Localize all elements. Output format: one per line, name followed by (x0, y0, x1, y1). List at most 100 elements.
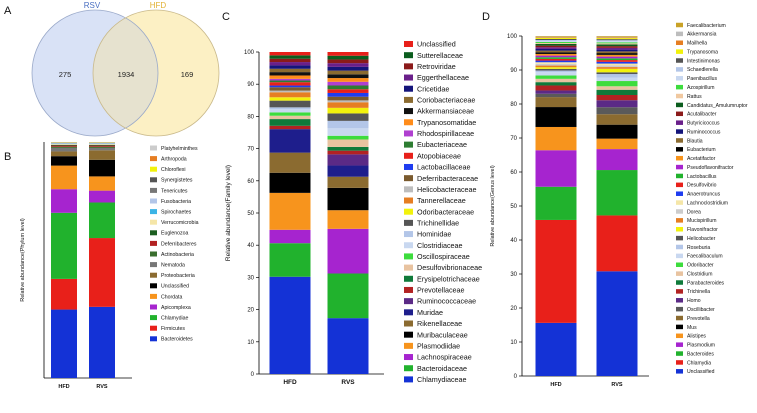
bar-segment (270, 52, 311, 55)
legend-swatch (150, 146, 157, 151)
y-tick-label: 30 (247, 275, 254, 281)
legend-label: Atopobiaceae (417, 151, 461, 160)
bar-segment (597, 41, 638, 42)
x-category-label: HFD (58, 384, 69, 390)
bar-segment (536, 39, 577, 40)
venn-count-hfd-only: 169 (181, 70, 194, 79)
bar-segment (270, 126, 311, 129)
legend-swatch (404, 119, 413, 125)
legend-label: Desulfovibrio (687, 183, 717, 189)
bar-segment (328, 113, 369, 120)
legend-swatch (676, 120, 683, 125)
legend-label: Verrucomicrobia (161, 220, 199, 226)
legend-label: Tenericutes (161, 188, 188, 194)
legend-swatch (676, 112, 683, 117)
bar-segment (270, 119, 311, 126)
legend-swatch (676, 369, 683, 374)
legend-swatch (676, 58, 683, 63)
bar-segment (328, 56, 369, 60)
bar-segment (597, 38, 638, 39)
venn-set-label-rsv: RSV (84, 1, 101, 10)
legend-label: Deferribacteres (161, 241, 197, 247)
bar-segment (51, 151, 77, 156)
legend-label: Euglenozoa (161, 231, 189, 237)
bar-segment (270, 97, 311, 100)
legend-label: Bacteroidaceae (417, 364, 467, 373)
legend-label: Prevotella (687, 316, 710, 322)
bar-segment (597, 95, 638, 100)
legend-swatch (676, 85, 683, 90)
legend-swatch (150, 209, 157, 214)
legend-swatch (676, 280, 683, 285)
bar-segment (536, 41, 577, 42)
legend-swatch (404, 253, 413, 259)
x-category-label: RVS (611, 382, 623, 388)
bar-segment (328, 229, 369, 274)
bar-segment (270, 81, 311, 83)
bar-segment (536, 61, 577, 63)
bar-segment (536, 44, 577, 46)
bar-segment (597, 60, 638, 62)
bar-segment (536, 127, 577, 150)
bar-segment (536, 64, 577, 66)
bar-segment (89, 144, 115, 145)
legend-swatch (404, 130, 413, 136)
bar-segment (536, 82, 577, 85)
bar-segment (536, 37, 577, 38)
legend-label: Synergistetes (161, 178, 193, 184)
venn-count-rsv-only: 275 (59, 70, 72, 79)
bar-segment (328, 102, 369, 108)
legend-swatch (404, 332, 413, 338)
legend-swatch (404, 198, 413, 204)
legend-label: Bacteroidetes (161, 337, 193, 343)
bar-segment (597, 86, 638, 89)
legend-swatch (150, 305, 157, 310)
bar-segment (328, 71, 369, 75)
bar-segment (328, 139, 369, 146)
legend-label: Cricetidae (417, 84, 449, 93)
bar-segment (536, 42, 577, 43)
legend-swatch (676, 236, 683, 241)
legend-label: Trypanosoma (687, 49, 718, 55)
legend-label: Dorea (687, 209, 701, 215)
legend-label: Mus (687, 325, 697, 331)
bar-segment (536, 79, 577, 82)
bar-segment (328, 273, 369, 318)
bar-segment (536, 94, 577, 97)
legend-label: Lachnospiraceae (417, 353, 472, 362)
bar-segment (270, 101, 311, 108)
bar-segment (328, 121, 369, 128)
bar-segment (597, 48, 638, 50)
legend-swatch (150, 177, 157, 182)
legend-swatch (404, 242, 413, 248)
bar-segment (89, 202, 115, 238)
legend-swatch (676, 342, 683, 347)
bar-segment (536, 323, 577, 376)
bar-segment (270, 173, 311, 193)
bar-segment (536, 56, 577, 58)
legend-label: Chlamydiae (161, 315, 189, 321)
y-tick-label: 50 (247, 211, 254, 217)
legend-label: Chlamydia (687, 360, 711, 366)
legend-swatch (676, 263, 683, 268)
bar-segment (270, 129, 311, 152)
bar-segment (270, 69, 311, 72)
legend-swatch (676, 32, 683, 36)
legend-swatch (676, 360, 683, 365)
legend-swatch (404, 75, 413, 81)
legend-label: Hominidae (417, 230, 451, 239)
legend-swatch (404, 108, 413, 114)
legend-label: Alistipes (687, 334, 706, 340)
legend-swatch (676, 23, 683, 28)
legend-label: Clostridiaceae (417, 241, 463, 250)
legend-swatch (676, 298, 683, 303)
bar-segment (597, 215, 638, 271)
bar-segment (536, 150, 577, 187)
legend-swatch (676, 334, 683, 339)
bar-segment (270, 79, 311, 81)
legend-label: Anaerotruncus (687, 192, 721, 198)
bar-segment (597, 170, 638, 215)
legend-swatch (404, 175, 413, 181)
bar-segment (536, 36, 577, 37)
bar-segment (328, 100, 369, 102)
